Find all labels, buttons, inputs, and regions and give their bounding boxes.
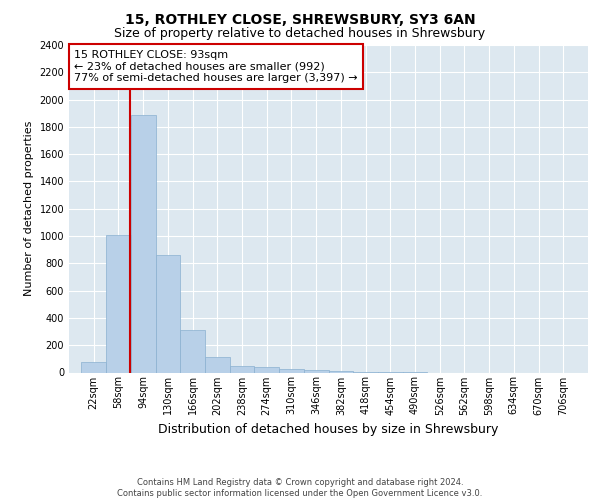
Bar [82,362,106,372]
Bar [304,370,329,372]
Bar [205,357,230,372]
Text: 15, ROTHLEY CLOSE, SHREWSBURY, SY3 6AN: 15, ROTHLEY CLOSE, SHREWSBURY, SY3 6AN [125,12,475,26]
Text: Contains HM Land Registry data © Crown copyright and database right 2024.
Contai: Contains HM Land Registry data © Crown c… [118,478,482,498]
Bar [180,330,205,372]
Bar [279,369,304,372]
Bar [254,367,279,372]
Y-axis label: Number of detached properties: Number of detached properties [24,121,34,296]
X-axis label: Distribution of detached houses by size in Shrewsbury: Distribution of detached houses by size … [158,423,499,436]
Text: 15 ROTHLEY CLOSE: 93sqm
← 23% of detached houses are smaller (992)
77% of semi-d: 15 ROTHLEY CLOSE: 93sqm ← 23% of detache… [74,50,358,83]
Bar [131,114,155,372]
Bar [155,255,180,372]
Bar [106,234,131,372]
Bar [329,371,353,372]
Text: Size of property relative to detached houses in Shrewsbury: Size of property relative to detached ho… [115,28,485,40]
Bar [230,366,254,372]
